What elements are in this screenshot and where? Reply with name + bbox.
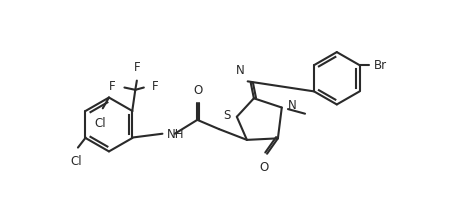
Text: S: S: [223, 109, 230, 122]
Text: O: O: [194, 84, 202, 97]
Text: Br: Br: [374, 59, 387, 72]
Text: F: F: [109, 80, 116, 93]
Text: Cl: Cl: [94, 117, 106, 130]
Text: Cl: Cl: [71, 154, 82, 168]
Text: N: N: [236, 64, 245, 77]
Text: NH: NH: [167, 128, 184, 141]
Text: F: F: [134, 61, 141, 74]
Text: F: F: [152, 80, 158, 93]
Text: N: N: [288, 100, 297, 113]
Text: O: O: [259, 161, 269, 174]
